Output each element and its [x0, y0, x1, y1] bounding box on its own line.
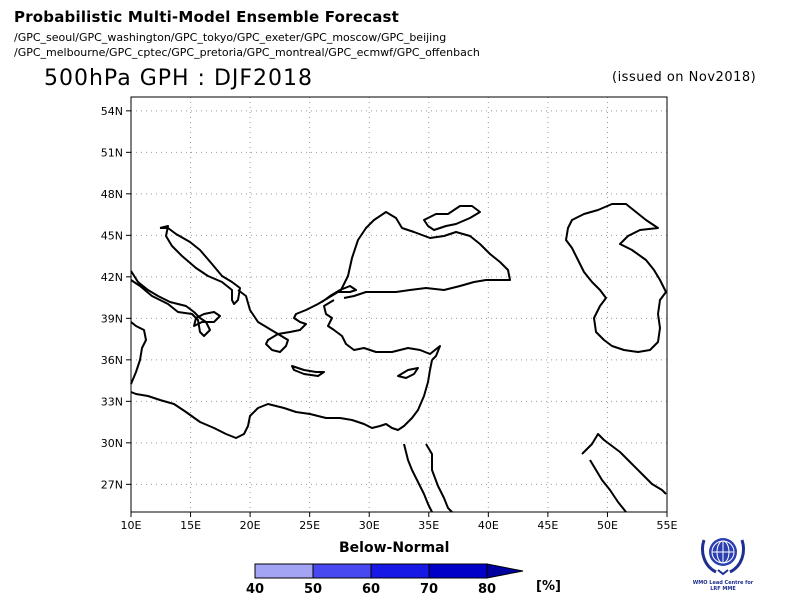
- colorbar: 40 50 60 70 80: [246, 563, 524, 597]
- colorbar-segment: [428, 563, 488, 579]
- coastline-arabia: [589, 459, 627, 513]
- wmo-logo: WMO Lead Centre for LRF MME: [692, 530, 754, 600]
- lon-tick-label: 30E: [359, 519, 380, 532]
- coastline-adriatic: [159, 225, 241, 305]
- colorbar-segment: [370, 563, 430, 579]
- lat-tick-label: 51N: [101, 146, 123, 159]
- coastline-crimea: [423, 205, 481, 231]
- coastline-levant: [130, 359, 433, 439]
- longitude-labels: 10E 15E 20E 25E 30E 35E 40E 45E 50E 55E: [121, 512, 678, 532]
- lon-tick-label: 35E: [418, 519, 439, 532]
- figure-title: Probabilistic Multi-Model Ensemble Forec…: [14, 8, 400, 26]
- centres-line-2: /GPC_melbourne/GPC_cptec/GPC_pretoria/GP…: [14, 46, 480, 59]
- coastline-italy-balkans: [130, 270, 211, 337]
- centres-line-1: /GPC_seoul/GPC_washington/GPC_tokyo/GPC_…: [14, 31, 447, 44]
- coastline-caspian: [565, 203, 667, 353]
- lat-tick-label: 48N: [101, 188, 123, 201]
- map-title: 500hPa GPH : DJF2018: [44, 66, 314, 91]
- coastline-greece: [265, 333, 289, 353]
- colorbar-tick-label: 70: [420, 582, 438, 597]
- colorbar-tick-label: 50: [304, 582, 322, 597]
- map-frame: [130, 96, 668, 513]
- latitude-labels: 54N 51N 48N 45N 42N 39N 36N 33N 30N 27N: [101, 105, 131, 491]
- lat-tick-label: 39N: [101, 312, 123, 325]
- lon-tick-label: 25E: [299, 519, 320, 532]
- lat-tick-label: 36N: [101, 354, 123, 367]
- lat-tick-label: 30N: [101, 437, 123, 450]
- colorbar-tick-label: 80: [478, 582, 496, 597]
- lat-tick-label: 54N: [101, 105, 123, 118]
- lon-tick-label: 45E: [537, 519, 558, 532]
- colorbar-tick-label: 60: [362, 582, 380, 597]
- coastline-crete: [291, 365, 325, 377]
- logo-line-1: WMO Lead Centre for: [692, 580, 754, 586]
- wmo-emblem-icon: [701, 538, 745, 576]
- coastline-cyprus: [397, 367, 419, 379]
- lat-tick-label: 45N: [101, 229, 123, 242]
- lon-tick-label: 20E: [240, 519, 261, 532]
- lon-tick-label: 10E: [121, 519, 142, 532]
- coastline-aegean: [323, 299, 441, 361]
- coastlines: [130, 203, 667, 513]
- lon-tick-label: 40E: [478, 519, 499, 532]
- lon-tick-label: 55E: [657, 519, 678, 532]
- colorbar-segment: [312, 563, 372, 579]
- colorbar-tick-label: 40: [246, 582, 264, 597]
- coastline-red-sea-east: [425, 443, 453, 513]
- lat-tick-label: 27N: [101, 478, 123, 491]
- legend-unit: [%]: [536, 579, 561, 594]
- legend-title: Below-Normal: [339, 540, 450, 556]
- coastline-sicily: [193, 311, 221, 327]
- coastline-balkans: [237, 285, 357, 335]
- coastline-black-sea: [339, 211, 511, 299]
- coastline-persian-gulf: [581, 433, 667, 495]
- lon-tick-label: 50E: [597, 519, 618, 532]
- logo-line-2: LRF MME: [710, 586, 736, 592]
- issued-date: (issued on Nov2018): [612, 70, 757, 85]
- colorbar-arrow: [486, 563, 524, 579]
- lat-tick-label: 42N: [101, 271, 123, 284]
- lat-tick-label: 33N: [101, 395, 123, 408]
- colorbar-segment: [254, 563, 314, 579]
- coastline-tunisia: [130, 321, 147, 385]
- lon-tick-label: 15E: [180, 519, 201, 532]
- coastline-red-sea-west: [403, 443, 433, 513]
